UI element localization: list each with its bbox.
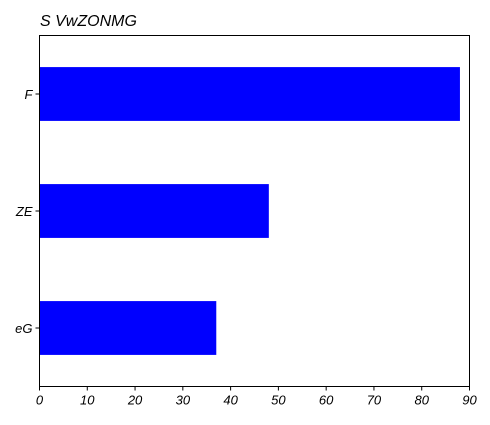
bars-layer: [39, 67, 460, 355]
bar-F: [39, 67, 460, 121]
x-tick-label: 10: [80, 393, 95, 408]
x-tick-label: 20: [127, 393, 143, 408]
chart-title: S VwZONMG: [40, 13, 137, 30]
x-tick-label: 90: [462, 393, 477, 408]
y-tick-label: F: [25, 87, 34, 102]
x-tick-label: 0: [36, 393, 44, 408]
bar-eG: [39, 301, 217, 355]
x-tick-label: 80: [414, 393, 429, 408]
x-tick-label: 30: [176, 393, 191, 408]
x-tick-label: 60: [319, 393, 334, 408]
y-tick-label: eG: [15, 321, 32, 336]
x-tick-label: 50: [271, 393, 286, 408]
plot-frame: [39, 35, 470, 387]
x-tick-label: 40: [223, 393, 238, 408]
y-axis-ticks: F ZE eG: [15, 87, 40, 336]
x-axis-ticks: 0 10 20 30 40 50 60 70 80 90: [36, 386, 477, 408]
bar-ZE: [39, 184, 269, 238]
y-tick-label: ZE: [15, 204, 33, 219]
x-tick-label: 70: [367, 393, 382, 408]
